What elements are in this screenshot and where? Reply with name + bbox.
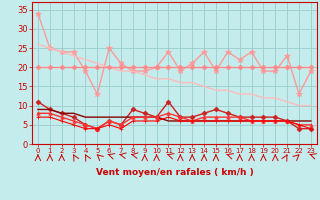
X-axis label: Vent moyen/en rafales ( km/h ): Vent moyen/en rafales ( km/h ) xyxy=(96,168,253,177)
